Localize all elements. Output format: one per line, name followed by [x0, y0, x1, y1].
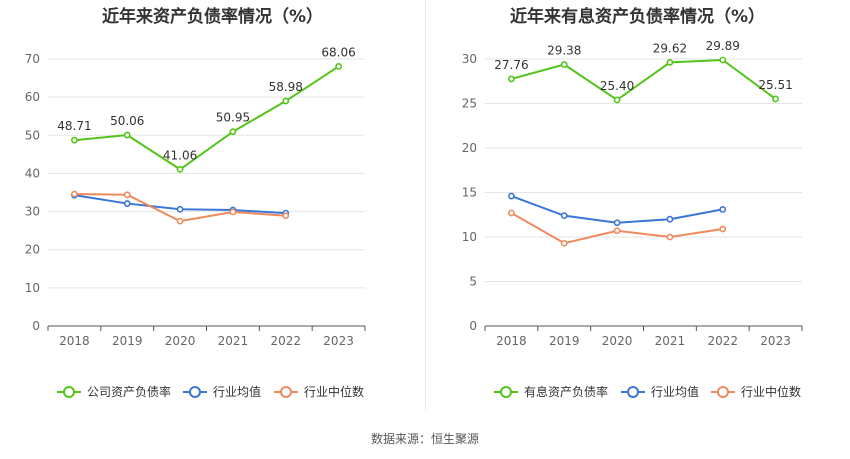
data-point — [613, 219, 621, 227]
y-tick-label: 10 — [25, 281, 40, 295]
data-source: 数据来源：恒生聚源 — [370, 432, 479, 446]
data-point — [560, 212, 568, 220]
data-point — [508, 192, 515, 200]
data-point — [176, 205, 184, 213]
y-tick-label: 60 — [25, 90, 40, 104]
data-label: 29.62 — [653, 41, 687, 55]
data-point — [282, 212, 290, 220]
data-label: 25.40 — [600, 79, 634, 93]
series-line — [511, 58, 777, 102]
data-point — [666, 58, 674, 66]
legend-marker — [280, 386, 292, 398]
data-point — [560, 61, 568, 68]
data-point — [666, 233, 674, 241]
data-point — [560, 239, 568, 247]
data-point — [71, 136, 78, 144]
legend-label: 有息资产负债率 — [524, 384, 608, 399]
x-tick-label: 2018 — [59, 334, 90, 348]
x-tick-label: 2020 — [602, 334, 633, 348]
data-label: 68.06 — [321, 45, 355, 59]
y-tick-label: 50 — [25, 128, 40, 142]
data-label: 50.95 — [216, 111, 250, 125]
x-tick-label: 2019 — [549, 334, 580, 348]
data-point — [123, 200, 131, 207]
y-tick-label: 15 — [462, 186, 477, 200]
data-point — [613, 227, 621, 235]
debt-ratio-chart-panel: 近年来资产负债率情况（%） 0 10 20 30 40 50 60 70 2018 2019 2020… — [0, 0, 425, 420]
y-tick-label: 0 — [469, 319, 477, 333]
x-tick-label: 2022 — [707, 334, 738, 348]
x-tick-label: 2023 — [760, 334, 791, 348]
data-point — [719, 225, 727, 233]
data-point — [508, 209, 515, 217]
legend-item[interactable]: 有息资产负债率 — [494, 384, 608, 399]
data-point — [176, 217, 184, 225]
data-point — [508, 75, 515, 83]
data-label: 27.76 — [494, 58, 528, 72]
interest-debt-ratio-chart: 近年来有息资产负债率情况（%） 0 5 10 15 20 25 30 2018 2019 2020 2… — [462, 6, 803, 399]
x-tick-label: 2021 — [655, 334, 686, 348]
legend-label: 公司资产负债率 — [87, 384, 171, 399]
data-point — [229, 208, 237, 216]
legend-label: 行业中位数 — [304, 384, 364, 399]
data-point — [123, 131, 131, 139]
data-label: 48.71 — [57, 119, 91, 133]
y-tick-label: 40 — [25, 166, 40, 180]
chart-title: 近年来资产负债率情况（%） — [102, 6, 323, 27]
x-tick-label: 2020 — [165, 334, 196, 348]
panel-divider — [425, 0, 426, 410]
data-label: 50.06 — [110, 114, 144, 128]
legend-marker — [717, 386, 729, 398]
legend-item[interactable]: 行业均值 — [183, 384, 261, 399]
x-tick-label: 2022 — [270, 334, 301, 348]
y-tick-label: 25 — [462, 97, 477, 111]
x-tick-label: 2019 — [112, 334, 143, 348]
y-tick-label: 20 — [25, 243, 40, 257]
data-point — [772, 95, 779, 103]
data-point — [719, 206, 727, 213]
y-tick-label: 0 — [32, 319, 40, 333]
series-line — [511, 195, 723, 224]
y-tick-label: 30 — [25, 205, 40, 219]
data-point — [335, 62, 342, 70]
data-label: 25.51 — [758, 78, 792, 92]
y-tick-label: 70 — [25, 52, 40, 66]
legend-marker — [500, 386, 512, 398]
data-point — [719, 56, 727, 64]
data-point — [613, 96, 621, 104]
interest-debt-ratio-chart-panel: 近年来有息资产负债率情况（%） 0 5 10 15 20 25 30 2018 2019 2020 2… — [425, 0, 850, 420]
y-tick-label: 20 — [462, 141, 477, 155]
y-tick-label: 30 — [462, 52, 477, 66]
x-tick-label: 2018 — [496, 334, 527, 348]
data-point — [123, 191, 131, 199]
data-point — [666, 215, 674, 223]
data-point — [282, 97, 290, 105]
legend-item[interactable]: 公司资产负债率 — [57, 384, 171, 399]
data-label: 29.38 — [547, 44, 581, 58]
legend-item[interactable]: 行业均值 — [621, 384, 699, 399]
data-label: 41.06 — [163, 148, 197, 162]
legend-label: 行业均值 — [213, 384, 261, 399]
data-point — [71, 190, 78, 198]
y-tick-label: 5 — [469, 275, 477, 289]
legend-item[interactable]: 行业中位数 — [274, 384, 364, 399]
x-tick-label: 2023 — [323, 334, 354, 348]
legend-label: 行业中位数 — [741, 384, 801, 399]
data-point — [176, 165, 184, 173]
chart-title: 近年来有息资产负债率情况（%） — [510, 6, 765, 27]
series-line — [74, 65, 340, 171]
legend-marker — [627, 386, 639, 398]
debt-ratio-chart: 近年来资产负债率情况（%） 0 10 20 30 40 50 60 70 2018 2019 2020… — [25, 6, 366, 399]
legend-item[interactable]: 行业中位数 — [711, 384, 801, 399]
legend-marker — [189, 386, 201, 398]
x-tick-label: 2021 — [218, 334, 249, 348]
y-tick-label: 10 — [462, 230, 477, 244]
data-point — [229, 128, 237, 136]
legend-label: 行业均值 — [651, 384, 699, 399]
legend-marker — [63, 386, 75, 398]
data-label: 29.89 — [706, 39, 740, 53]
data-label: 58.98 — [269, 80, 303, 94]
